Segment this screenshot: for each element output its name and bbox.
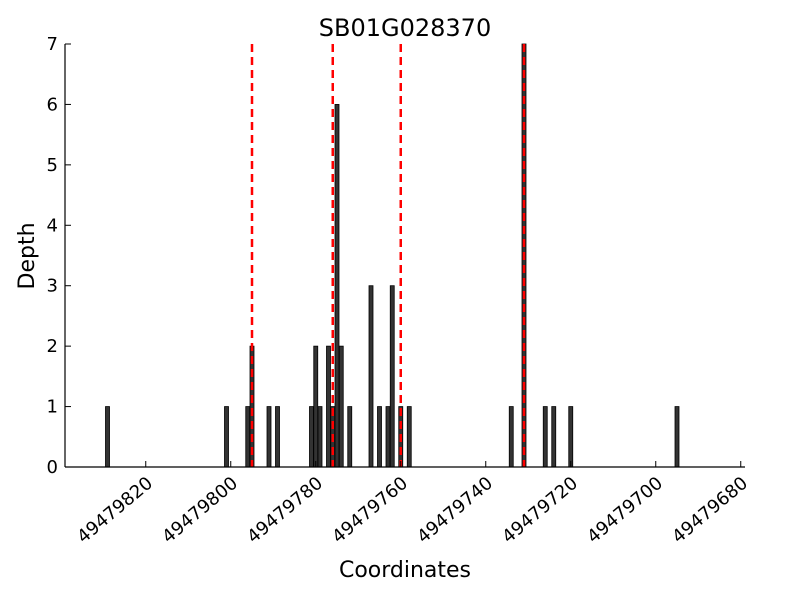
y-tick-label: 7	[47, 34, 58, 55]
bars-group	[106, 44, 680, 467]
bar	[675, 407, 679, 467]
bar	[509, 407, 513, 467]
bar	[348, 407, 352, 467]
vlines-group	[252, 44, 524, 467]
bar	[339, 346, 343, 467]
bar	[543, 407, 547, 467]
x-tick-label: 49479720	[498, 473, 582, 548]
y-tick-label: 2	[47, 336, 58, 357]
bar	[267, 407, 271, 467]
bar	[552, 407, 556, 467]
bar	[246, 407, 250, 467]
bar	[407, 407, 411, 467]
x-tick-label: 49479740	[413, 473, 497, 548]
bar	[335, 104, 339, 467]
y-tick-label: 0	[47, 457, 58, 478]
x-tick-label: 49479780	[243, 473, 327, 548]
bar	[310, 407, 314, 467]
y-tick-label: 3	[47, 276, 58, 297]
bar	[386, 407, 390, 467]
x-tick-label: 49479760	[328, 473, 412, 548]
bar	[327, 346, 331, 467]
y-ticks-group: 0 1 2 3 4 5 6 7	[47, 34, 71, 478]
y-axis-label: Depth	[15, 222, 40, 289]
x-axis-label: Coordinates	[339, 558, 471, 583]
y-tick-label: 6	[47, 94, 58, 115]
y-tick-label: 5	[47, 155, 58, 176]
bar	[225, 407, 229, 467]
x-tick-label: 49479700	[583, 473, 667, 548]
x-ticks-group: 49479820 49479800 49479780 49479760 49479740…	[73, 461, 752, 548]
bar	[378, 407, 382, 467]
bar	[276, 407, 280, 467]
bar	[314, 346, 318, 467]
y-tick-label: 4	[47, 215, 58, 236]
x-tick-label: 49479820	[73, 473, 157, 548]
bar	[569, 407, 573, 467]
bar	[106, 407, 110, 467]
bar	[369, 286, 373, 467]
x-tick-label: 49479680	[668, 473, 752, 548]
chart-title: SB01G028370	[319, 14, 491, 42]
bar	[390, 286, 394, 467]
bar	[318, 407, 322, 467]
x-tick-label: 49479800	[158, 473, 242, 548]
y-tick-label: 1	[47, 397, 58, 418]
